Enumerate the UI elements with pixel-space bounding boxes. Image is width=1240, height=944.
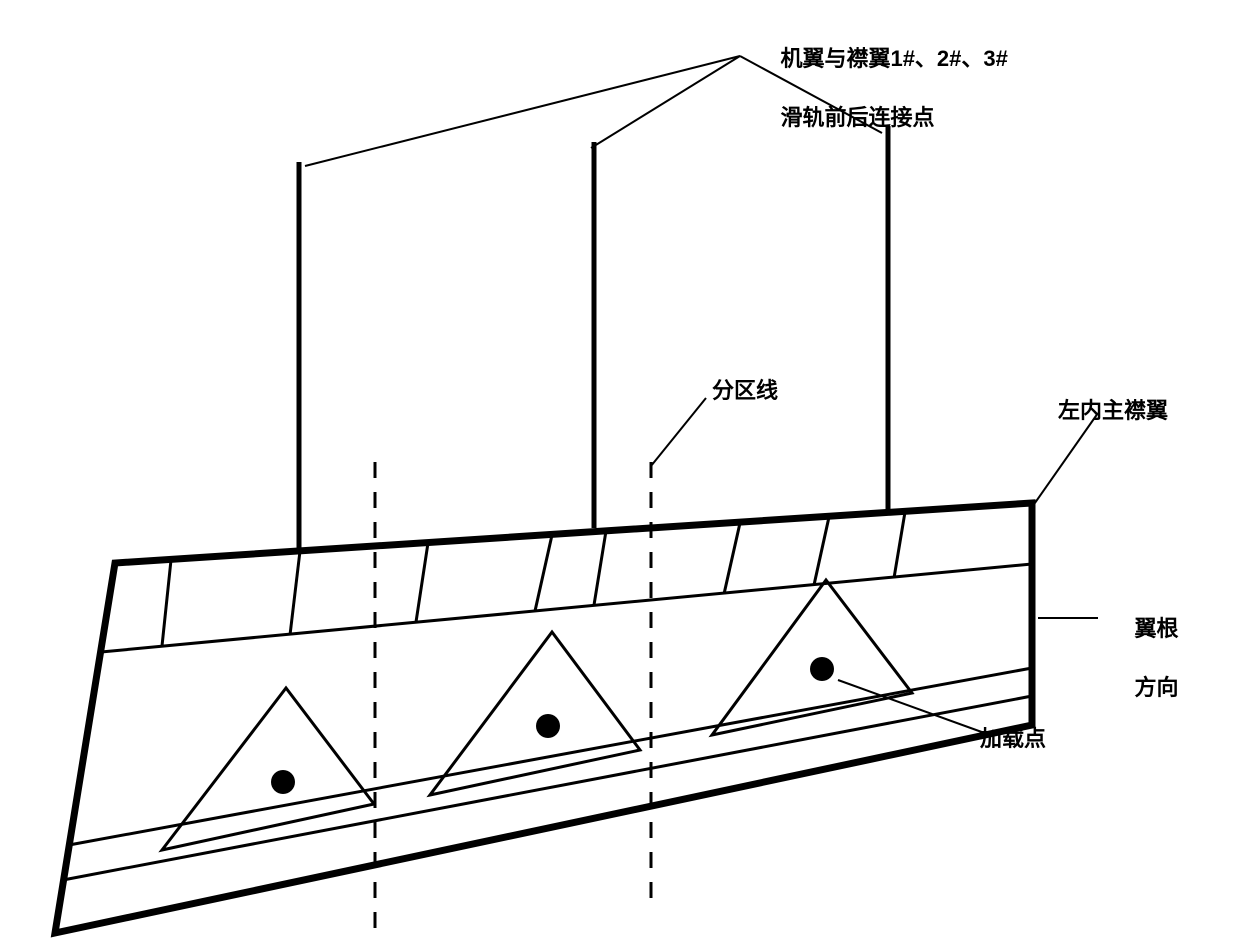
label-rootdir-line1: 翼根 — [1134, 616, 1178, 641]
diagram-svg — [0, 0, 1240, 944]
label-rails: 机翼与襟翼1#、2#、3# 滑轨前后连接点 — [756, 14, 1008, 162]
label-rootdir-line2: 方向 — [1134, 675, 1178, 700]
diagram-stage: 机翼与襟翼1#、2#、3# 滑轨前后连接点 分区线 左内主襟翼 翼根 方向 加载… — [0, 0, 1240, 944]
label-rails-line2: 滑轨前后连接点 — [780, 105, 934, 130]
label-flap: 左内主襟翼 — [1058, 396, 1168, 426]
label-loadpt: 加载点 — [980, 724, 1046, 754]
label-zone: 分区线 — [712, 376, 778, 406]
label-rails-line1: 机翼与襟翼1#、2#、3# — [780, 46, 1007, 71]
label-rootdir: 翼根 方向 — [1110, 584, 1178, 732]
